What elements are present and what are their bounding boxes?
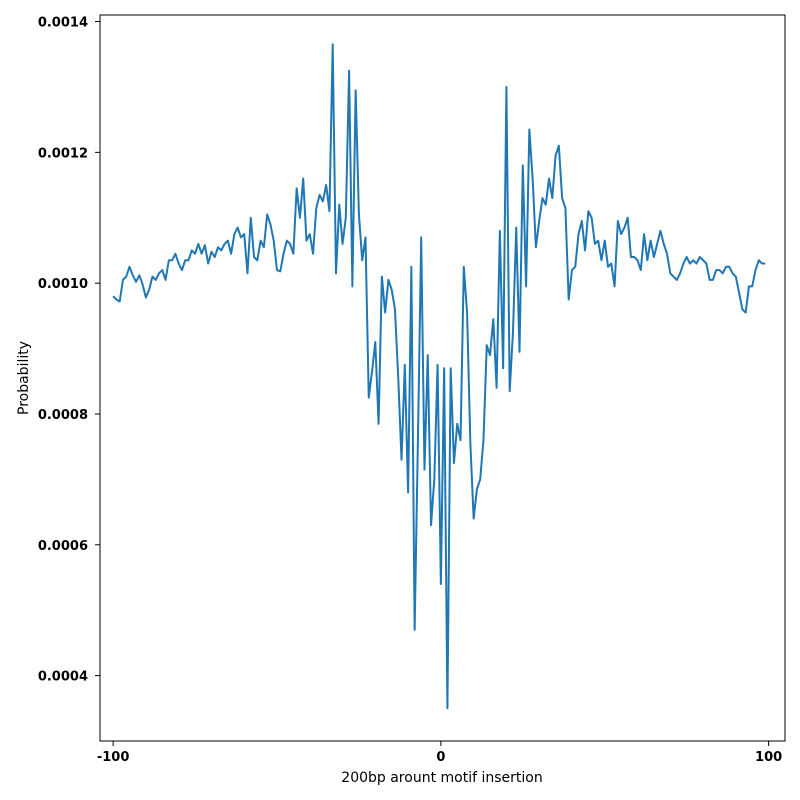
y-tick-label: 0.0006: [38, 539, 88, 554]
series-line-0: [112, 43, 766, 710]
x-axis-title: 200bp arount motif insertion: [341, 770, 542, 786]
x-axis-ticks: -100 0 100: [97, 741, 782, 765]
y-tick-label: 0.0014: [38, 16, 88, 31]
y-tick-label: 0.0004: [38, 670, 88, 685]
plot-frame: [99, 14, 786, 742]
y-tick-label: 0.0010: [38, 277, 88, 292]
x-tick-label: 100: [755, 750, 782, 765]
y-axis-ticks: 0.0004 0.0006 0.0008 0.0010 0.0012 0.0014: [38, 16, 100, 685]
x-tick-label: -100: [97, 750, 130, 765]
y-axis-title: Probability: [16, 341, 32, 415]
y-tick-label: 0.0012: [38, 146, 88, 161]
x-tick-label: 0: [436, 750, 445, 765]
series-layer: [112, 43, 766, 710]
y-tick-label: 0.0008: [38, 408, 88, 423]
